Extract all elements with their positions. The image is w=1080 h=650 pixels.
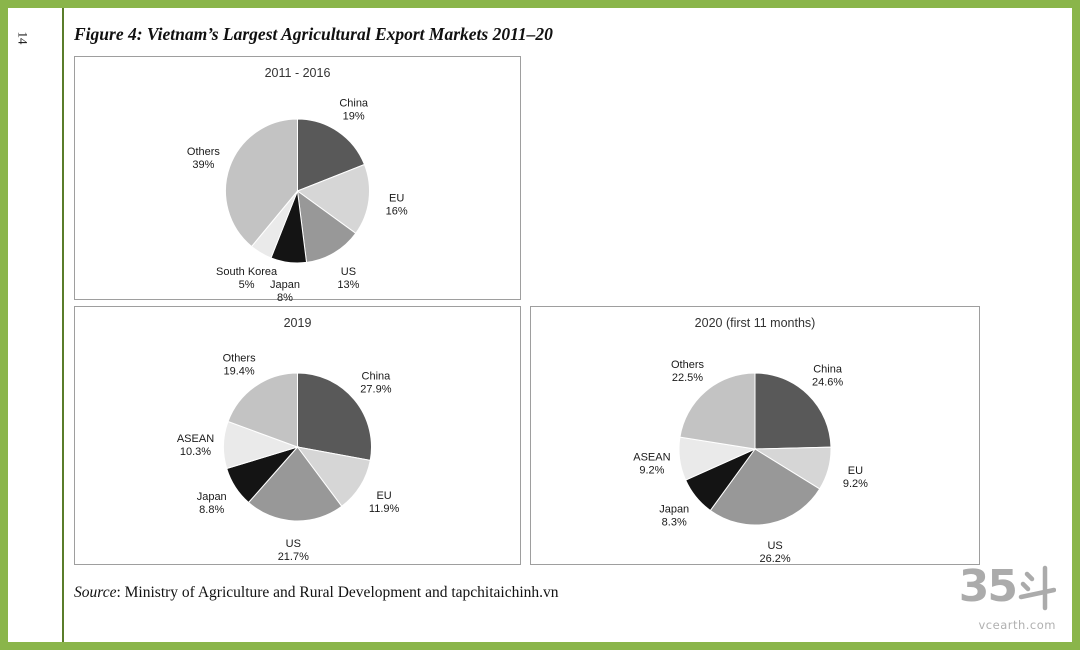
slice-label: EU 9.2% <box>843 465 868 490</box>
pie-slice-others <box>679 372 756 450</box>
page-number: 14 <box>15 31 31 45</box>
slice-label: ASEAN 10.3% <box>177 433 214 458</box>
watermark-site: vcearth.com <box>978 618 1056 632</box>
slice-label: China 24.6% <box>812 364 843 389</box>
slice-label: Japan 8% <box>270 279 300 304</box>
pie-slice-china <box>297 118 366 192</box>
chart-title: 2011 - 2016 <box>264 66 331 80</box>
figure-title: Figure 4: Vietnam’s Largest Agricultural… <box>74 24 553 44</box>
chart-title: 2019 <box>283 316 312 330</box>
watermark-logo: 35 vcearth.com <box>958 561 1057 632</box>
slice-label: Others 19.4% <box>223 352 257 377</box>
pie-slice-others <box>227 372 298 448</box>
source-label: Source <box>74 584 117 601</box>
pie-chart-2019: China 27.9% EU 11.9% US 21.7% Japan 8.8% ASEAN 10… <box>177 352 400 563</box>
pie-slice-others <box>225 118 298 248</box>
chart-box-2020: 2020 (first 11 months) China 24.6% EU 9.2% U… <box>530 306 980 565</box>
slice-label: US 21.7% <box>278 538 309 563</box>
slice-label: ASEAN 9.2% <box>633 452 670 477</box>
pie-chart-2020: China 24.6% EU 9.2% US 26.2% Japan 8.3% ASEAN 9.2… <box>633 359 868 565</box>
slice-label: EU 11.9% <box>369 490 400 515</box>
document-page: 14 Figure 4: Vietnam’s Largest Agricultu… <box>8 8 1072 642</box>
slice-label: South Korea 5% <box>216 266 278 291</box>
source-text: : Ministry of Agriculture and Rural Deve… <box>116 584 559 601</box>
pie-chart-2011-2016: China 19% EU 16% US 13% Japan 8%South Korea 5% Ot… <box>187 97 408 304</box>
pie-slice-us <box>247 446 343 522</box>
slice-label: Others 39% <box>187 146 221 171</box>
slice-label: China 27.9% <box>360 371 391 396</box>
left-rule <box>62 8 64 642</box>
slice-label: US 13% <box>337 266 359 291</box>
chart-box-2019: 2019 China 27.9% EU 11.9% US 21.7% Japan 8.8% AS… <box>74 306 521 565</box>
slice-label: Others 22.5% <box>671 359 705 384</box>
pie-slice-eu <box>296 163 370 235</box>
slice-label: Japan 8.3% <box>659 504 689 529</box>
source-line: Source: Ministry of Agriculture and Rura… <box>74 584 559 602</box>
dou-character-icon <box>1018 565 1057 616</box>
slice-label: China 19% <box>339 97 369 122</box>
watermark-number: 35 <box>958 561 1018 612</box>
pie-slice-china <box>754 372 832 450</box>
pie-slice-china <box>297 372 372 461</box>
pie-slice-us <box>296 189 357 263</box>
chart-box-2011-2016: 2011 - 2016 China 19% EU 16% US 13% Japan 8% Sou… <box>74 56 521 304</box>
slice-label: US 26.2% <box>759 540 790 565</box>
chart-title: 2020 (first 11 months) <box>694 316 816 330</box>
pie-slice-us <box>709 448 821 526</box>
slice-label: Japan 8.8% <box>197 491 227 516</box>
slice-label: EU 16% <box>386 193 408 218</box>
